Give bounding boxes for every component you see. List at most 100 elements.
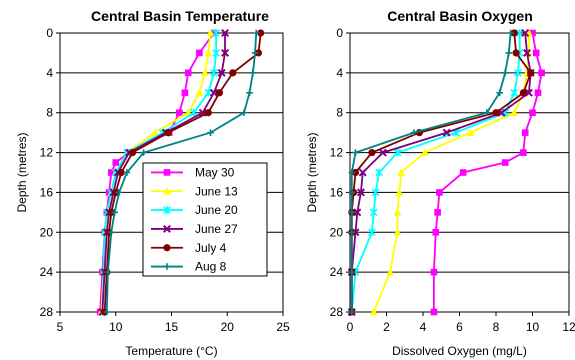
data-point	[436, 189, 443, 196]
data-point	[206, 28, 215, 37]
data-point	[519, 89, 527, 97]
data-point	[204, 48, 213, 57]
legend-label: Aug 8	[195, 260, 227, 274]
data-point	[201, 68, 209, 77]
legend-label: June 27	[195, 222, 238, 236]
x-tick-label: 6	[456, 320, 463, 334]
data-point	[527, 69, 535, 77]
legend-label: June 20	[195, 203, 238, 217]
data-point	[140, 149, 147, 156]
data-point	[369, 208, 378, 217]
y-tick-label: 12	[40, 146, 54, 160]
x-tick-label: 12	[562, 320, 575, 334]
data-point	[348, 209, 356, 216]
data-point	[386, 268, 395, 276]
data-point	[176, 109, 183, 117]
legend-item: May 30	[151, 165, 235, 179]
data-point	[252, 29, 260, 37]
data-point	[397, 168, 405, 176]
data-point	[249, 69, 257, 77]
data-point	[117, 168, 125, 177]
chart-title: Central Basin Temperature	[91, 8, 269, 24]
series-aug-8	[103, 29, 260, 316]
data-point	[393, 148, 402, 157]
legend-item: Aug 8	[151, 260, 227, 274]
data-point	[184, 69, 192, 77]
data-point	[375, 168, 384, 177]
legend-label: May 30	[195, 165, 235, 179]
data-point	[348, 169, 356, 176]
data-point	[510, 88, 519, 97]
data-point	[107, 228, 115, 236]
legend-label: June 13	[195, 184, 238, 198]
data-point	[514, 68, 522, 77]
chart-title: Central Basin Oxygen	[387, 8, 533, 24]
legend-item: June 27	[151, 222, 238, 236]
x-tick-label: 10	[109, 320, 123, 334]
data-point	[352, 149, 359, 156]
data-point	[105, 189, 113, 196]
data-point	[103, 308, 111, 316]
data-point	[128, 148, 137, 157]
data-point	[459, 169, 467, 176]
data-point	[115, 189, 123, 196]
x-tick-label: 5	[57, 320, 64, 334]
data-point	[442, 128, 451, 137]
data-point	[107, 169, 115, 176]
data-point	[189, 108, 198, 117]
data-point	[538, 69, 545, 77]
data-point	[229, 69, 237, 77]
data-point	[529, 109, 536, 117]
data-point	[510, 29, 518, 37]
data-point	[483, 109, 491, 117]
data-point	[510, 108, 519, 117]
data-point	[246, 89, 253, 97]
data-point	[348, 189, 356, 196]
data-point	[369, 307, 378, 316]
y-tick-label: 28	[40, 305, 54, 319]
y-tick-label: 20	[330, 225, 344, 239]
legend-marker	[162, 224, 172, 233]
data-point	[466, 128, 475, 136]
data-point	[521, 28, 530, 38]
data-point	[150, 128, 159, 136]
y-tick-label: 24	[330, 265, 344, 279]
data-point	[501, 69, 509, 77]
data-point	[240, 109, 248, 117]
legend-marker	[163, 169, 171, 176]
series-line	[433, 32, 543, 312]
data-point	[368, 228, 376, 237]
data-point	[393, 208, 402, 216]
y-tick-label: 16	[40, 185, 54, 199]
data-point	[420, 148, 429, 156]
legend-marker	[163, 263, 171, 270]
data-point	[348, 228, 356, 236]
data-point	[523, 48, 532, 57]
x-tick-label: 0	[347, 320, 354, 334]
data-point	[378, 148, 387, 157]
y-tick-label: 4	[336, 66, 343, 80]
data-point	[104, 268, 112, 276]
data-point	[123, 169, 131, 176]
legend-item: June 13	[151, 184, 238, 198]
data-point	[368, 148, 376, 157]
x-tick-label: 20	[221, 320, 235, 334]
data-point	[212, 29, 220, 37]
data-point	[221, 48, 230, 57]
series-july-4	[101, 29, 265, 316]
y-axis-label: Depth (metres)	[305, 132, 319, 212]
data-point	[532, 49, 540, 57]
data-point	[348, 268, 356, 276]
data-point	[204, 109, 212, 117]
data-point	[209, 88, 218, 97]
data-point	[257, 29, 265, 37]
data-point	[410, 129, 418, 136]
data-point	[107, 208, 115, 216]
x-tick-label: 8	[493, 320, 500, 334]
data-point	[432, 228, 440, 236]
data-point	[112, 159, 120, 166]
x-axis-label: Dissolved Oxygen (mg/L)	[392, 344, 527, 358]
data-point	[212, 49, 220, 57]
y-tick-label: 0	[46, 26, 53, 40]
